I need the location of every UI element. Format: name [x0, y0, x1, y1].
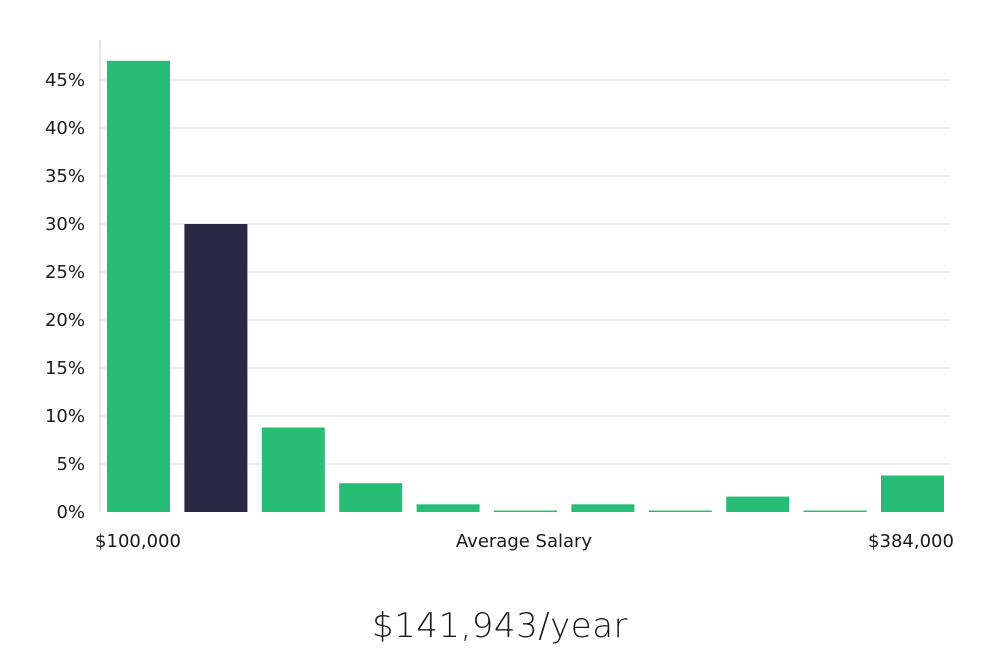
y-tick-label: 20%	[45, 310, 85, 331]
salary-histogram: 0% 5% 10% 15% 20% 25% 30% 35% 40% 45% $100,000 Av…	[45, 40, 954, 552]
y-tick-labels: 0% 5% 10% 15% 20% 25% 30% 35% 40% 45%	[45, 70, 85, 523]
x-max-label: $384,000	[868, 531, 954, 552]
histogram-bar[interactable]	[571, 504, 635, 512]
histogram-bar[interactable]	[881, 475, 944, 513]
y-tick-label: 10%	[45, 406, 85, 427]
histogram-bar[interactable]	[803, 510, 867, 513]
histogram-bar[interactable]	[494, 510, 557, 513]
x-min-label: $100,000	[95, 531, 181, 552]
y-tick-label: 40%	[45, 118, 85, 139]
y-tick-label: 25%	[45, 262, 85, 283]
y-tick-label: 5%	[56, 454, 85, 475]
average-salary-value: $141,943/year	[371, 606, 629, 646]
histogram-bar[interactable]	[107, 60, 170, 513]
y-tick-label: 30%	[45, 214, 85, 235]
histogram-bar[interactable]	[726, 496, 790, 512]
y-tick-label: 45%	[45, 70, 85, 91]
histogram-bar[interactable]	[339, 483, 403, 512]
histogram-bar[interactable]	[416, 504, 480, 512]
highlighted-bar[interactable]	[184, 224, 248, 512]
y-tick-label: 15%	[45, 358, 85, 379]
y-tick-label: 0%	[56, 502, 85, 523]
histogram-bar[interactable]	[261, 427, 325, 513]
histogram-bar[interactable]	[648, 510, 712, 513]
bars	[107, 60, 944, 513]
y-tick-label: 35%	[45, 166, 85, 187]
x-axis-label: Average Salary	[456, 531, 593, 552]
